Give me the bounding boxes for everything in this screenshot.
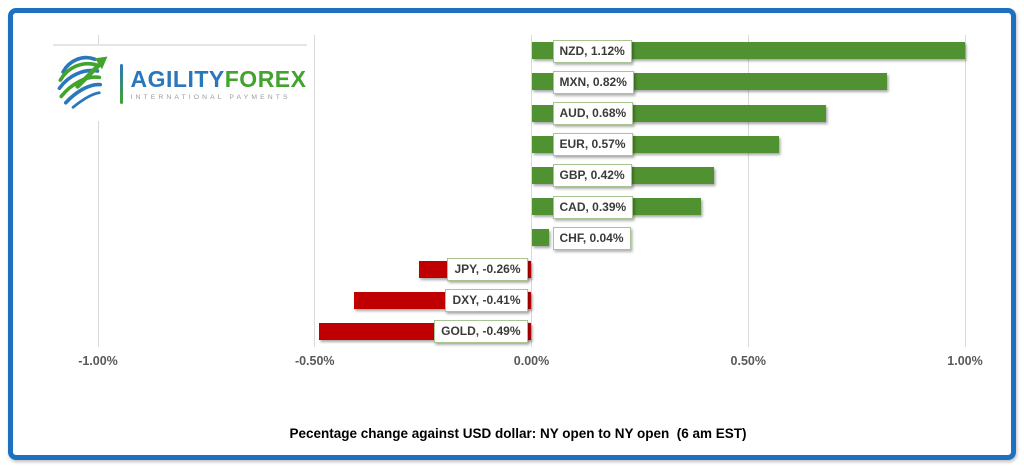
bar-label-dxy: DXY, -0.41% [445, 289, 528, 313]
x-tick-label: 0.50% [730, 354, 766, 368]
gridline [747, 35, 749, 347]
gridline [314, 35, 316, 347]
x-axis: -1.00% -0.50% 0.00% 0.50% 1.00% [78, 354, 983, 374]
bar-label-eur: EUR, 0.57% [552, 133, 633, 157]
logo-brand-text: AGILITYFOREX [130, 65, 307, 92]
chart-title: Pecentage change against USD dollar: NY … [289, 426, 747, 441]
gridline [97, 35, 99, 347]
x-tick-label: 1.00% [947, 354, 983, 368]
bar-label-mxn: MXN, 0.82% [552, 70, 634, 94]
plot-area: NZD, 1.12% MXN, 0.82% AUD, 0.68% EUR, 0.57%… [97, 35, 966, 347]
bar-nzd [531, 42, 965, 60]
x-tick-label: -0.50% [294, 354, 335, 368]
globe-arrow-icon [54, 52, 112, 115]
x-tick-label: -1.00% [78, 354, 118, 368]
bar-label-chf: CHF, 0.04% [552, 226, 631, 250]
bar-chf [531, 229, 549, 247]
bar-label-aud: AUD, 0.68% [552, 102, 634, 125]
bar-label-jpy: JPY, -0.26% [447, 258, 528, 281]
chart-frame: NZD, 1.12% MXN, 0.82% AUD, 0.68% EUR, 0.57%… [8, 8, 1016, 460]
x-tick-label: 0.00% [513, 354, 550, 368]
gridline [531, 35, 532, 347]
bar-label-cad: CAD, 0.39% [552, 195, 634, 219]
agilityforex-logo: AGILITYFOREX INTERNATIONAL PAYMENTS [53, 44, 307, 121]
bar-label-gold: GOLD, -0.49% [434, 320, 528, 344]
logo-separator [119, 63, 123, 104]
logo-tagline: INTERNATIONAL PAYMENTS [130, 93, 291, 101]
gridline [964, 35, 966, 347]
bar-label-gbp: GBP, 0.42% [552, 164, 632, 188]
bar-label-nzd: NZD, 1.12% [552, 39, 632, 63]
